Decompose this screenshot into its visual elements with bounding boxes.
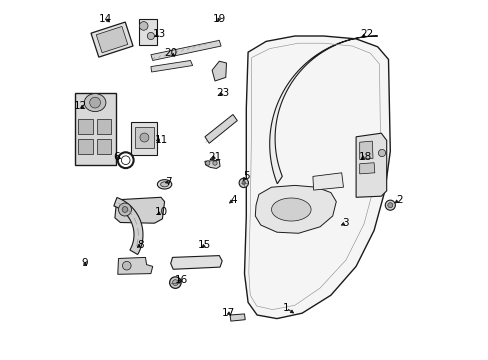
Polygon shape [312,173,343,190]
Circle shape [172,280,178,285]
Ellipse shape [157,180,171,189]
Polygon shape [255,185,336,233]
Text: 9: 9 [81,258,87,268]
Polygon shape [151,60,192,72]
Circle shape [118,203,131,216]
Text: 2: 2 [395,195,402,205]
Circle shape [378,149,385,157]
Polygon shape [78,119,92,134]
Circle shape [212,161,217,165]
Text: 15: 15 [198,240,211,250]
Circle shape [239,178,248,188]
Polygon shape [97,119,111,134]
Ellipse shape [84,94,106,112]
Text: 11: 11 [155,135,168,145]
Polygon shape [355,133,386,197]
Ellipse shape [140,133,149,142]
Text: 7: 7 [165,177,172,187]
Circle shape [169,277,181,288]
Circle shape [122,207,127,212]
Polygon shape [271,198,310,221]
Text: 3: 3 [341,218,348,228]
Polygon shape [269,36,377,184]
Polygon shape [118,257,152,274]
Text: 5: 5 [243,171,249,181]
Text: 13: 13 [153,29,166,39]
Text: 20: 20 [164,48,177,58]
Polygon shape [114,198,142,255]
Circle shape [147,32,154,40]
Text: 18: 18 [358,152,371,162]
Polygon shape [170,256,222,269]
Polygon shape [151,40,221,60]
Circle shape [387,203,392,208]
Text: 14: 14 [99,14,112,24]
Text: 6: 6 [113,152,120,162]
Polygon shape [212,61,226,81]
FancyBboxPatch shape [139,19,156,45]
Text: 17: 17 [221,308,234,318]
Circle shape [122,261,131,270]
Text: 23: 23 [216,88,229,98]
Text: 12: 12 [74,101,87,111]
Polygon shape [91,22,133,57]
Polygon shape [244,36,389,319]
FancyBboxPatch shape [131,122,157,155]
Text: 1: 1 [282,303,288,313]
Polygon shape [204,114,237,143]
Polygon shape [78,139,92,154]
Polygon shape [359,163,374,174]
Circle shape [242,181,245,185]
Text: 22: 22 [360,29,373,39]
Text: 16: 16 [175,275,188,285]
Circle shape [89,97,101,108]
Text: 19: 19 [212,14,225,24]
FancyBboxPatch shape [75,93,116,165]
Polygon shape [204,160,220,168]
FancyBboxPatch shape [135,127,153,148]
Text: 4: 4 [230,195,237,205]
Polygon shape [96,26,127,53]
Circle shape [139,22,148,30]
Ellipse shape [160,182,168,187]
Polygon shape [115,197,164,223]
Text: 21: 21 [208,152,221,162]
Polygon shape [97,139,111,154]
Circle shape [385,200,394,210]
Polygon shape [359,141,372,159]
Text: 8: 8 [137,240,143,250]
Text: 10: 10 [155,207,168,217]
Polygon shape [230,314,244,321]
Circle shape [205,161,209,165]
